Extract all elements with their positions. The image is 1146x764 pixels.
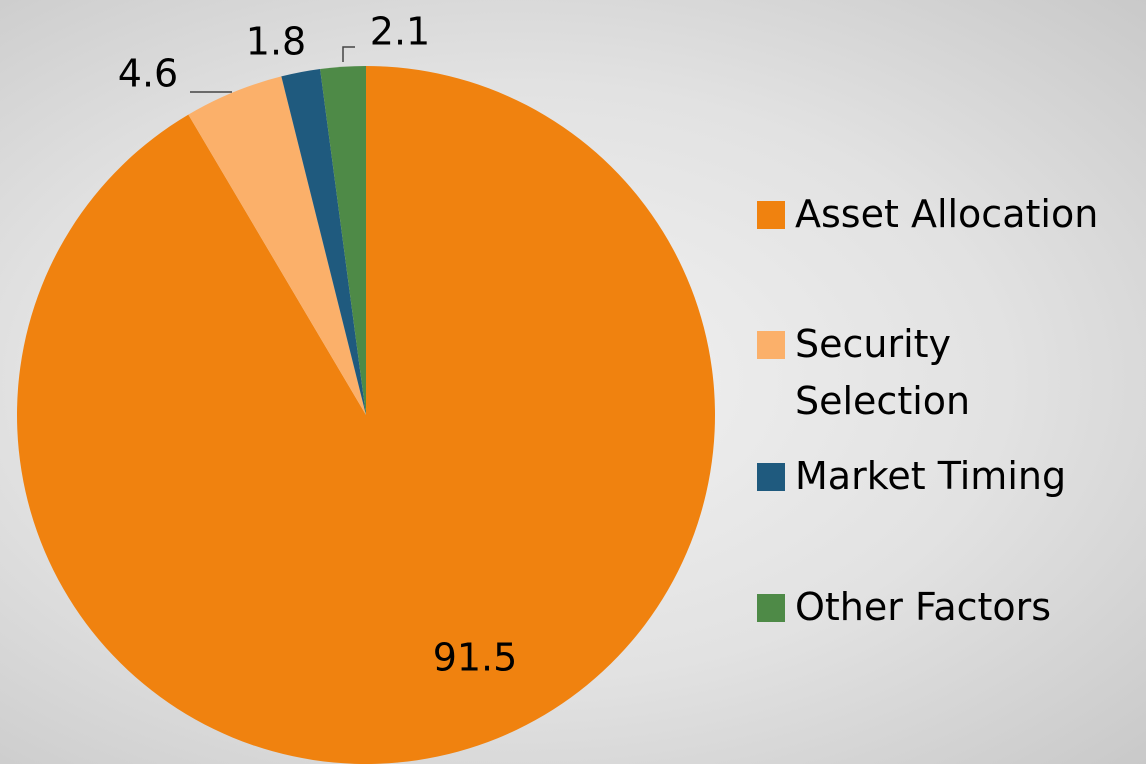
slices	[16, 66, 715, 764]
legend-item: Market Timing	[757, 448, 1117, 505]
legend-label: Other Factors	[795, 585, 1052, 629]
pie-slice	[320, 66, 366, 415]
legend-label: Market Timing	[795, 454, 1067, 498]
pie-slice	[188, 76, 366, 416]
legend-item: Security Selection	[757, 316, 1117, 430]
data-label: 4.6	[118, 52, 178, 96]
data-label: 2.1	[370, 10, 430, 54]
data-label: 1.8	[246, 20, 306, 64]
data-label: 91.5	[433, 636, 518, 680]
legend-label: Security Selection	[795, 322, 971, 423]
legend-item: Other Factors	[757, 579, 1117, 636]
legend-swatch	[757, 463, 785, 491]
pie-slice	[281, 69, 366, 416]
legend-swatch	[757, 331, 785, 359]
legend-item: Asset Allocation	[757, 186, 1117, 243]
legend-swatch	[757, 594, 785, 622]
legend-swatch	[757, 201, 785, 229]
leader-line	[342, 46, 355, 62]
legend-label: Asset Allocation	[795, 192, 1099, 236]
